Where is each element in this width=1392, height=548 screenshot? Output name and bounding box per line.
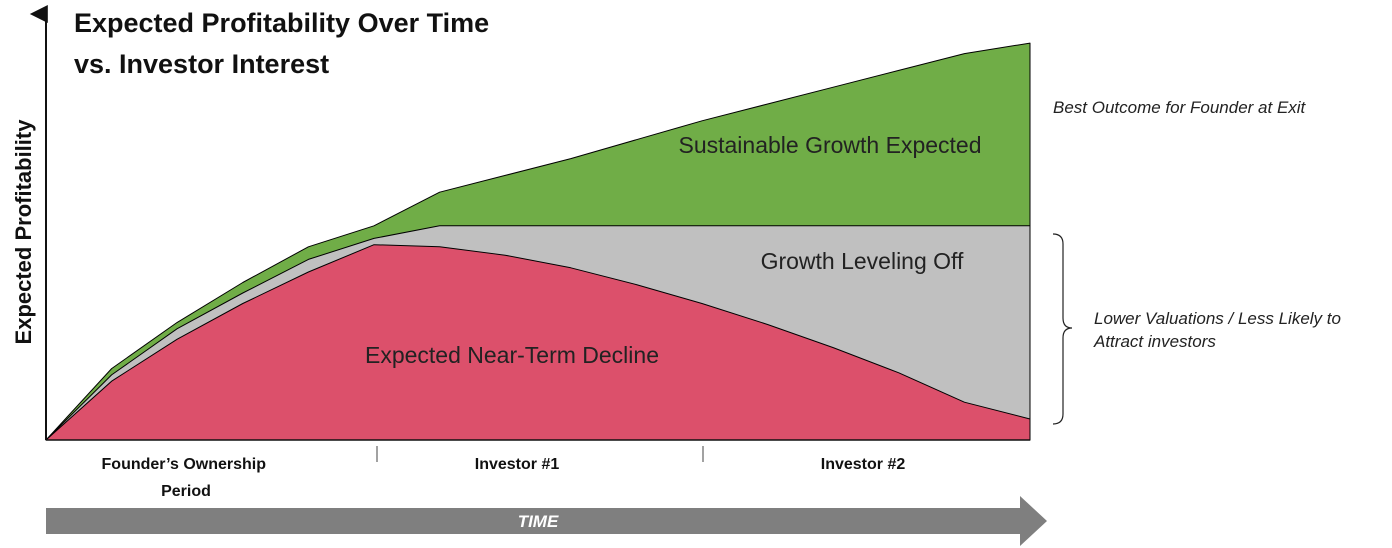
series-label-sustainable-growth: Sustainable Growth Expected	[678, 132, 981, 158]
series-label-near-term-decline: Expected Near-Term Decline	[365, 342, 659, 368]
period-label-founder: Founder’s Ownership Period	[102, 456, 271, 500]
annotation-best-outcome: Best Outcome for Founder at Exit	[1053, 98, 1307, 117]
chart-title: Expected Profitability Over Time vs. Inv…	[74, 8, 497, 79]
period-label-investor-1: Investor #1	[475, 456, 560, 473]
period-label-founder-line-2: Period	[161, 483, 211, 500]
annotation-lower-line-2: Attract investors	[1093, 332, 1216, 351]
time-label: TIME	[518, 512, 559, 531]
series-label-growth-leveling-off: Growth Leveling Off	[761, 248, 964, 274]
area-near-term-decline	[45, 244, 1031, 441]
period-label-investor-2-text: Investor #2	[821, 456, 906, 473]
period-label-investor-1-text: Investor #1	[475, 456, 560, 473]
chart-title-line-2: vs. Investor Interest	[74, 49, 329, 79]
area-series-group	[45, 42, 1031, 441]
annotation-lower-valuations: Lower Valuations / Less Likely to Attrac…	[1093, 309, 1346, 351]
period-label-investor-2: Investor #2	[821, 456, 906, 473]
time-arrow	[46, 496, 1047, 546]
annotation-bracket	[1052, 233, 1073, 425]
chart-title-line-1: Expected Profitability Over Time	[74, 8, 489, 38]
y-axis-label: Expected Profitability	[11, 119, 36, 345]
period-label-founder-line-1: Founder’s Ownership	[102, 456, 267, 473]
annotation-lower-line-1: Lower Valuations / Less Likely to	[1094, 309, 1341, 328]
